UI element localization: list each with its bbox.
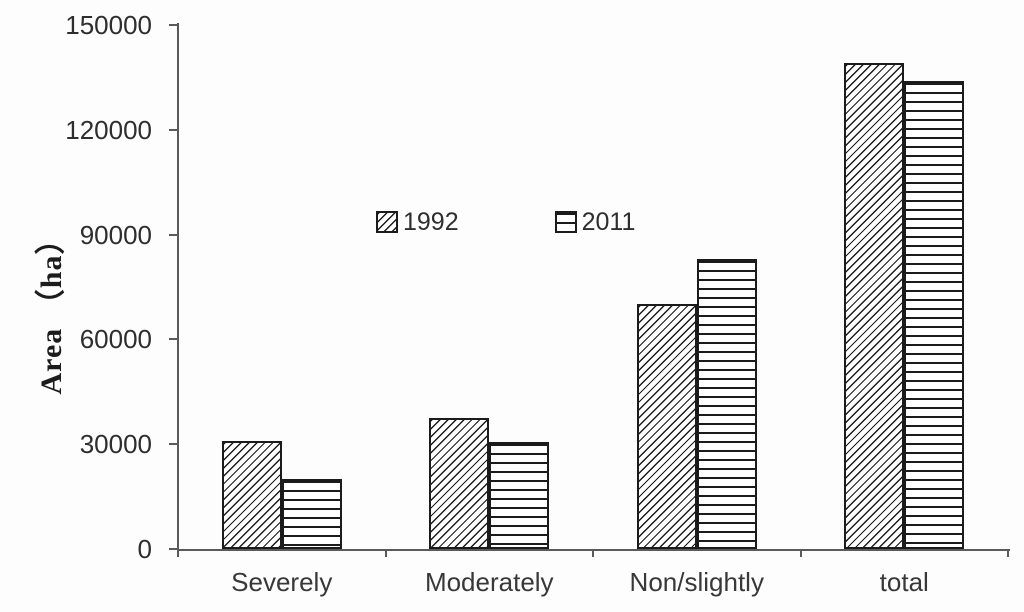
x-axis-tick bbox=[177, 549, 179, 557]
x-axis-tick bbox=[1007, 549, 1009, 557]
y-axis-tick-label: 120000 bbox=[65, 114, 152, 145]
legend-swatch-1992-diagonal-hatch-icon bbox=[376, 211, 398, 233]
y-axis-tick bbox=[169, 128, 178, 131]
x-axis-category-label-severely: Severely bbox=[231, 567, 333, 597]
legend-label-1992: 1992 bbox=[403, 208, 459, 236]
bar-2011-total bbox=[904, 81, 965, 549]
bar-1992-severely bbox=[221, 441, 282, 549]
y-axis-tick bbox=[169, 24, 178, 26]
y-axis-tick-label: 60000 bbox=[79, 324, 152, 355]
bar-2011-moderately bbox=[489, 442, 550, 549]
x-axis-tick bbox=[592, 549, 594, 557]
legend-label-2011: 2011 bbox=[581, 208, 636, 236]
x-axis-category-label-moderately: Moderately bbox=[424, 567, 554, 597]
legend: 1992 2011 bbox=[376, 208, 636, 236]
y-axis-tick bbox=[169, 548, 178, 550]
bar-2011-severely bbox=[281, 479, 342, 549]
legend-entry-1992: 1992 bbox=[376, 208, 459, 236]
y-axis-tick bbox=[169, 338, 178, 341]
y-axis-tick-label: 30000 bbox=[79, 429, 152, 460]
x-axis-tick bbox=[799, 549, 802, 557]
y-axis-tick-label: 90000 bbox=[79, 219, 152, 250]
legend-entry-2011: 2011 bbox=[554, 208, 636, 236]
bar-1992-total bbox=[844, 63, 905, 549]
y-axis-tick bbox=[169, 443, 178, 446]
bar-2011-non-slightly bbox=[696, 259, 757, 549]
bar-1992-non-slightly bbox=[636, 304, 697, 549]
x-axis-tick bbox=[384, 549, 387, 557]
x-axis-category-label-non-slightly: Non/slightly bbox=[629, 567, 764, 597]
y-axis-line bbox=[177, 23, 179, 551]
legend-swatch-2011-horizontal-hatch-icon bbox=[554, 211, 577, 233]
y-axis-tick-label: 150000 bbox=[65, 10, 152, 40]
bar-1992-moderately bbox=[429, 418, 490, 549]
x-axis-category-label-total: total bbox=[879, 567, 929, 597]
y-axis-tick-label: 0 bbox=[137, 534, 152, 564]
y-axis-tick bbox=[169, 233, 178, 236]
